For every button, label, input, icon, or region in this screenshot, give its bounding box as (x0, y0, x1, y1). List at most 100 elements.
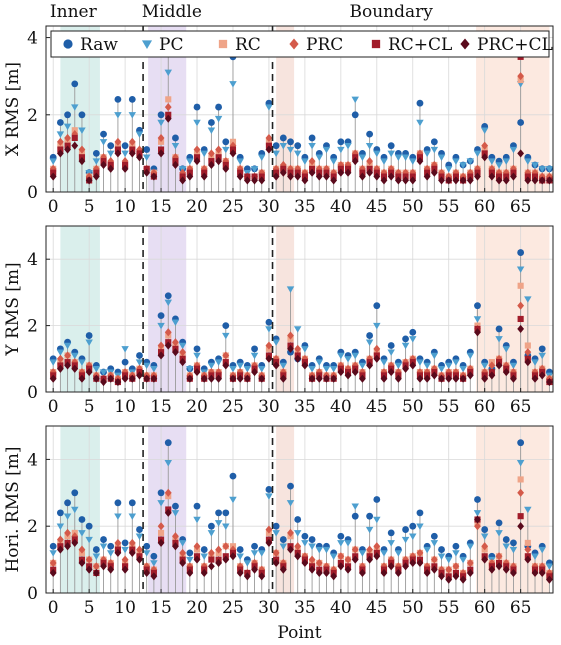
marker-prc (265, 133, 273, 143)
marker-prc-cl (258, 374, 266, 383)
marker-prc-cl (481, 153, 489, 162)
x-tick-label: 60 (474, 197, 496, 217)
marker-prc-cl (373, 552, 381, 561)
marker-raw (251, 542, 258, 550)
marker-pc (502, 346, 510, 353)
marker-prc-cl (366, 555, 374, 564)
marker-pc (452, 359, 460, 366)
marker-raw (301, 532, 309, 540)
marker-pc (416, 523, 424, 530)
marker-pc (401, 536, 410, 544)
marker-pc (142, 154, 151, 161)
marker-pc (531, 162, 539, 169)
marker-prc-cl (251, 176, 258, 185)
marker-prc-cl (301, 361, 309, 370)
marker-prc-cl (64, 145, 71, 154)
marker-prc-cl (294, 172, 302, 181)
legend-label: PRC (306, 35, 343, 55)
marker-prc (481, 141, 489, 150)
marker-pc (437, 154, 446, 161)
marker-raw (172, 502, 179, 510)
marker-pc (401, 342, 410, 350)
marker-prc (301, 168, 309, 177)
marker-pc (351, 352, 359, 360)
marker-raw (279, 536, 287, 543)
x-tick-label: 65 (510, 598, 532, 618)
marker-pc (480, 362, 489, 370)
marker-pc (78, 127, 86, 134)
marker-prc (323, 562, 330, 571)
marker-prc (136, 545, 143, 554)
marker-pc (545, 166, 554, 173)
marker-pc (85, 536, 93, 544)
marker-prc-cl (272, 172, 280, 181)
marker-raw (222, 322, 230, 329)
legend-label: RC+CL (388, 35, 452, 55)
x-tick-label: 35 (294, 197, 316, 217)
marker-prc-cl (517, 522, 525, 531)
marker-pc (56, 349, 65, 356)
x-tick-label: 20 (186, 397, 208, 417)
x-tick-label: 30 (258, 598, 280, 618)
marker-prc (222, 157, 230, 166)
marker-prc-cl (430, 565, 438, 574)
marker-prc-cl (387, 562, 395, 571)
marker-pc (186, 556, 194, 564)
marker-prc-cl (64, 361, 71, 370)
marker-pc (142, 362, 151, 370)
marker-pc (409, 336, 417, 343)
marker-pc (373, 516, 381, 524)
x-tick-label: 65 (510, 197, 532, 217)
marker-prc (56, 535, 64, 544)
marker-raw (222, 509, 230, 517)
marker-prc-cl (172, 542, 179, 551)
marker-prc-cl (164, 341, 172, 350)
marker-prc-cl (351, 157, 359, 166)
marker-prc (402, 358, 409, 367)
x-tick-label: 60 (474, 598, 496, 618)
marker-prc-cl (186, 374, 194, 383)
x-tick-label: 60 (474, 397, 496, 417)
marker-pc (444, 556, 453, 564)
marker-pc (243, 366, 252, 373)
marker-pc (502, 158, 510, 165)
marker-pc (164, 69, 172, 77)
marker-pc (430, 540, 439, 547)
x-tick-label: 5 (84, 397, 95, 417)
x-tick-label: 15 (150, 197, 172, 217)
y-tick-label: 4 (27, 450, 38, 470)
marker-prc-cl (186, 172, 194, 181)
marker-prc (258, 168, 266, 177)
marker-pc (466, 352, 475, 360)
marker-prc (402, 168, 409, 177)
marker-prc-cl (279, 374, 287, 383)
marker-pc (293, 150, 302, 158)
marker-pc (329, 553, 338, 560)
marker-pc (394, 154, 403, 161)
marker-prc-cl (272, 558, 280, 568)
marker-raw (114, 95, 122, 103)
marker-pc (538, 352, 546, 360)
marker-pc (538, 166, 546, 173)
marker-rc (524, 342, 531, 349)
marker-prc (294, 542, 302, 551)
marker-prc-cl (85, 368, 93, 377)
marker-prc-cl (315, 172, 323, 181)
marker-prc-cl (243, 572, 251, 581)
marker-pc (423, 546, 431, 554)
marker-raw (136, 526, 143, 533)
marker-raw (337, 138, 345, 146)
panel-frame (45, 225, 554, 393)
marker-prc (49, 558, 57, 568)
marker-pc (236, 362, 244, 370)
marker-prc-cl (308, 565, 316, 574)
marker-prc (445, 565, 453, 574)
marker-pc (265, 493, 273, 500)
marker-prc (301, 552, 309, 561)
marker-prc-cl (100, 160, 107, 170)
marker-pc (466, 543, 475, 550)
marker-raw (251, 345, 258, 353)
marker-rc (165, 96, 172, 103)
marker-prc (222, 542, 230, 551)
marker-prc-cl (308, 374, 316, 383)
